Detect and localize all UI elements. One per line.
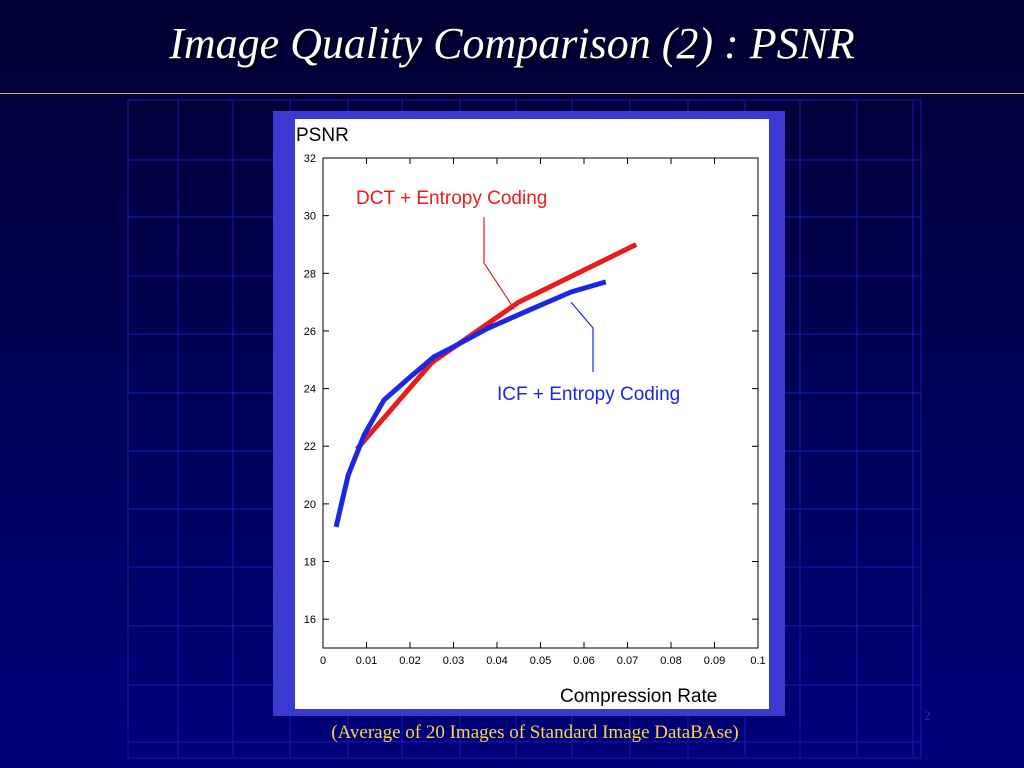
icf-series-label: ICF + Entropy Coding (497, 384, 680, 405)
x-tick-label: 0.09 (704, 655, 725, 667)
y-tick-label: 28 (304, 268, 316, 280)
x-tick-label: 0.1 (750, 655, 765, 667)
x-axis-label: Compression Rate (560, 686, 717, 707)
series-callouts: DCT + Entropy Coding ICF + Entropy Coding (356, 188, 680, 405)
x-tick-label: 0.08 (660, 655, 681, 667)
slide-number: 2 (924, 708, 931, 723)
icf-callout-leader (570, 301, 594, 372)
icf-entropy-series-line (333, 279, 607, 528)
dct-entropy-series-line (355, 242, 638, 451)
chart-axes: 16 18 20 22 24 26 28 30 32 0 0.01 0.02 0.03 0.04 0.05 0… (304, 153, 766, 667)
dct-callout-leader (483, 217, 515, 310)
x-tick-label: 0.07 (617, 655, 638, 667)
title-divider (0, 93, 1024, 94)
x-tick-label: 0 (320, 655, 326, 667)
chart-caption: (Average of 20 Images of Standard Image … (331, 722, 739, 743)
y-tick-label: 22 (304, 441, 316, 453)
x-tick-label: 0.05 (530, 655, 551, 667)
y-tick-label: 30 (304, 211, 316, 223)
chart-series (333, 242, 638, 528)
x-tick-label: 0.04 (486, 655, 507, 667)
y-tick-label: 26 (304, 326, 316, 338)
x-tick-label: 0.02 (399, 655, 420, 667)
y-tick-label: 32 (304, 153, 316, 165)
dct-series-label: DCT + Entropy Coding (356, 188, 547, 209)
y-tick-label: 18 (304, 557, 316, 569)
x-tick-label: 0.06 (573, 655, 594, 667)
y-tick-label: 24 (304, 384, 316, 396)
x-tick-label: 0.03 (443, 655, 464, 667)
slide-title: Image Quality Comparison (2) : PSNR (169, 19, 855, 68)
y-axis-label: PSNR (296, 125, 349, 146)
y-tick-label: 16 (304, 614, 316, 626)
y-tick-label: 20 (304, 499, 316, 511)
x-tick-label: 0.01 (356, 655, 377, 667)
